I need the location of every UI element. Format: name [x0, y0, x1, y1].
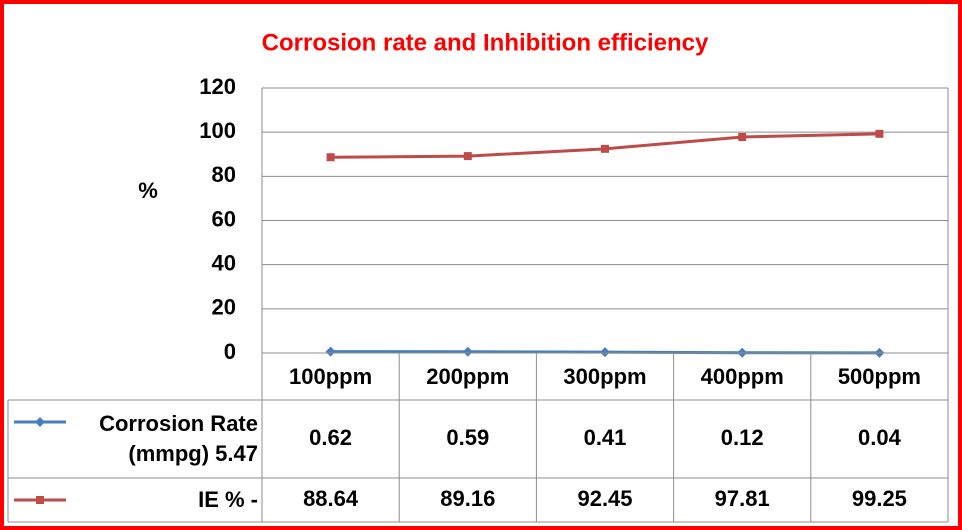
y-tick-label: 20: [212, 295, 236, 320]
point: [325, 346, 336, 357]
x-tick-label: 300ppm: [563, 364, 646, 389]
table-cell: 0.41: [584, 425, 627, 450]
x-tick-label: 200ppm: [426, 364, 509, 389]
table-cell: 92.45: [577, 486, 632, 511]
y-tick-label: 60: [212, 206, 236, 231]
table-cell: 0.12: [721, 425, 764, 450]
y-tick-label: 100: [199, 118, 236, 143]
y-tick-label: 0: [224, 339, 236, 364]
chart-title: Corrosion rate and Inhibition efficiency: [262, 29, 709, 56]
table-cell: 0.59: [446, 425, 489, 450]
point: [600, 347, 610, 358]
point: [462, 346, 473, 357]
y-axis-label: %: [138, 178, 158, 203]
point: [601, 144, 609, 153]
legend-entry: Corrosion Rate (mmpg) 5.47: [99, 411, 258, 466]
x-tick-label: 400ppm: [701, 364, 784, 389]
table-cell: 0.62: [309, 425, 352, 450]
x-tick-label: 500ppm: [838, 364, 921, 389]
legend-entry: IE % -: [198, 487, 258, 512]
y-tick-label: 120: [199, 74, 236, 99]
y-tick-label: 40: [212, 250, 236, 275]
table-cell: 88.64: [303, 486, 359, 511]
table-cell: 99.25: [852, 486, 907, 511]
table-cell: 89.16: [440, 486, 495, 511]
x-tick-label: 100ppm: [289, 364, 372, 389]
legend-marker: [35, 417, 45, 427]
table-cell: 97.81: [715, 486, 770, 511]
y-tick-label: 80: [212, 162, 236, 187]
legend-marker: [36, 496, 44, 504]
point: [463, 152, 472, 161]
point: [326, 153, 335, 162]
table-cell: 0.04: [858, 425, 902, 450]
point: [875, 129, 884, 138]
point: [738, 133, 747, 142]
